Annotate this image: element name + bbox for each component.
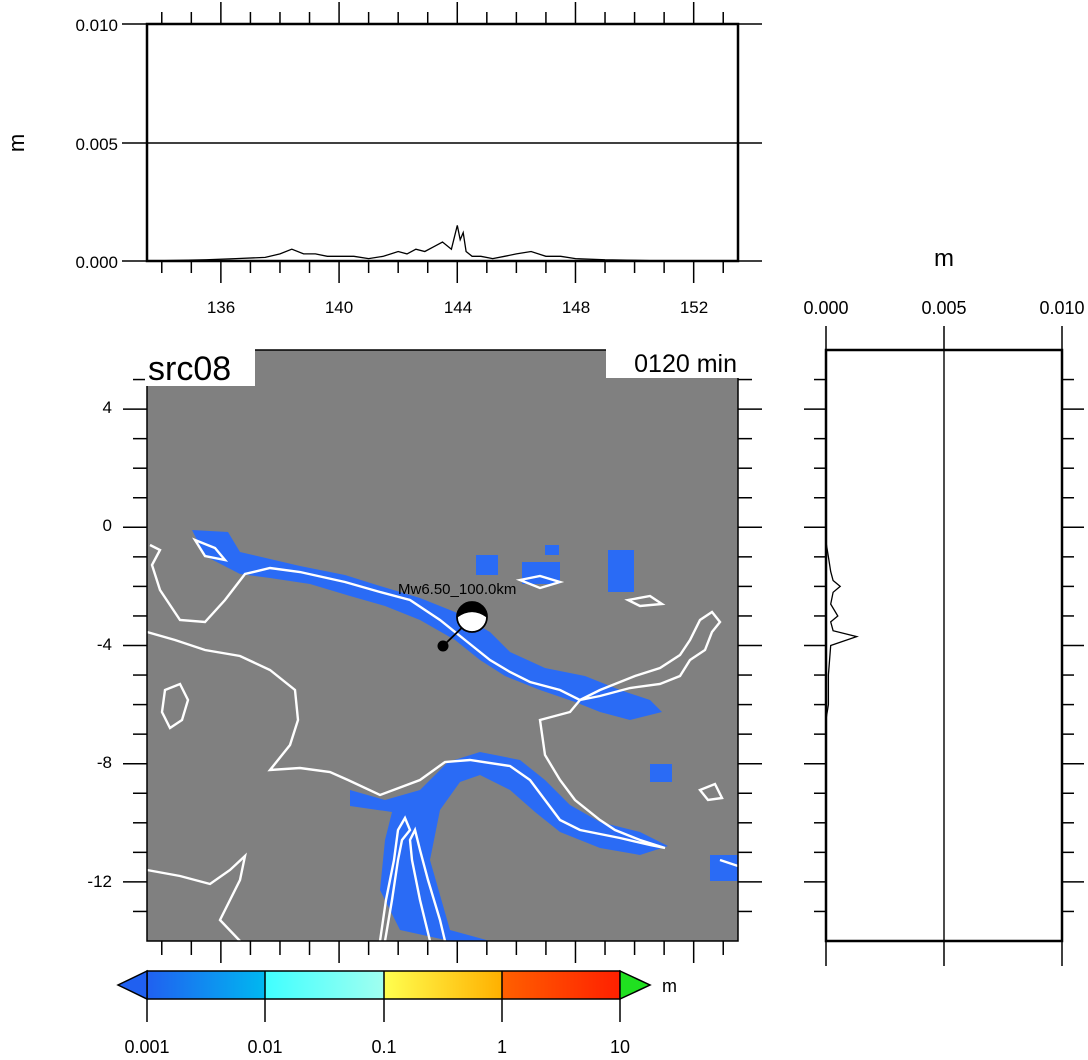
coastline-island: [192, 537, 229, 562]
title-box: [145, 348, 255, 386]
lat-tick-label: -12: [87, 872, 112, 891]
colorbar: 0.001 0.01 0.1 1 10 m: [116, 969, 677, 1057]
coastline-island: [624, 594, 666, 608]
coastlines: [146, 537, 739, 942]
colorbar-ticks: [146, 971, 621, 1022]
lat-tick-label: 4: [103, 398, 112, 417]
lat-tick-label: 0: [103, 516, 112, 535]
wave-patch-island: [650, 764, 672, 782]
side-xtick-label: 0.010: [1039, 298, 1084, 318]
coastline-cape-york: [378, 815, 412, 942]
coastline-east: [579, 610, 722, 702]
map-panel: 4 0 -4 -8 -12 src08 0120 min Mw6.50_100.…: [87, 348, 762, 963]
wave-patch-island: [545, 545, 559, 555]
map-title: src08: [148, 350, 231, 388]
lon-tick-label: 152: [680, 298, 708, 317]
beachball-icon: [456, 601, 488, 633]
colorbar-under-triangle: [116, 969, 148, 1001]
side-profile-xlabel: m: [934, 245, 954, 272]
coastline-island: [515, 574, 565, 590]
coastline-gulf: [408, 826, 447, 942]
colorbar-tick-label: 10: [610, 1037, 630, 1057]
lat-tick-label: -8: [97, 753, 112, 772]
map-ticks: [123, 378, 762, 963]
colorbar-tick-label: 0.1: [371, 1037, 396, 1057]
colorbar-over-triangle: [619, 969, 652, 1001]
colorbar-tick-label: 0.001: [124, 1037, 169, 1057]
top-profile-ylabel: m: [4, 134, 29, 152]
top-profile-ticks: [122, 2, 762, 283]
coastline-southwest: [146, 852, 247, 942]
top-ytick-label: 0.005: [75, 135, 118, 154]
coastline-island: [719, 858, 739, 868]
lon-tick-label: 148: [562, 298, 590, 317]
epicenter-marker: [437, 640, 449, 652]
coastline-island: [160, 682, 190, 730]
lon-tick-label: 144: [444, 298, 472, 317]
side-profile-series-line: [825, 350, 859, 941]
wave-patch-island: [710, 855, 738, 881]
top-ytick-label: 0.000: [75, 253, 118, 272]
colorbar-tick-label: 0.01: [247, 1037, 282, 1057]
wave-patch-island: [608, 550, 634, 592]
top-ytick-label: 0.010: [75, 16, 118, 35]
top-profile-series-line: [146, 225, 738, 262]
lon-tick-label: 136: [207, 298, 235, 317]
coastline-island: [698, 782, 724, 802]
side-xtick-label: 0.005: [921, 298, 966, 318]
lon-tick-label: 140: [325, 298, 353, 317]
wave-band-north-coast: [192, 530, 662, 720]
time-label: 0120 min: [634, 350, 737, 378]
top-profile-panel: 0.010 0.005 0.000 m 136 140 144 148 152: [4, 2, 762, 317]
wave-band-south-coast: [350, 752, 668, 941]
side-profile-ticks: [804, 326, 1084, 966]
event-label: Mw6.50_100.0km: [398, 581, 516, 598]
coastline-new-guinea: [146, 543, 666, 850]
side-xtick-label: 0.000: [803, 298, 848, 318]
colorbar-unit: m: [662, 976, 677, 996]
side-profile-panel: m 0.000 0.005 0.010: [803, 245, 1085, 966]
lat-tick-label: -4: [97, 635, 112, 654]
wave-patch-island: [476, 555, 498, 575]
colorbar-tick-label: 1: [497, 1037, 507, 1057]
time-box: [606, 348, 740, 378]
